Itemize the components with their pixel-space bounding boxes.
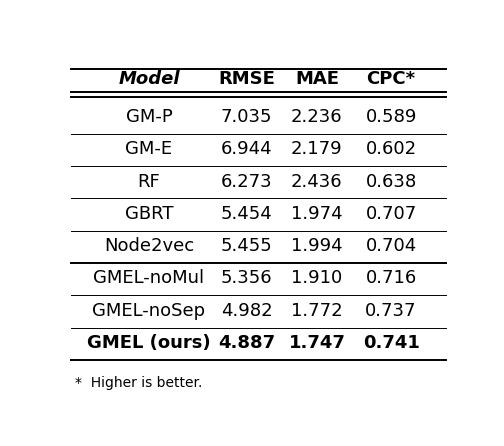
Text: RMSE: RMSE [218,70,275,88]
Text: *  Higher is better.: * Higher is better. [75,376,202,390]
Text: 0.704: 0.704 [365,237,417,255]
Text: 2.236: 2.236 [291,108,343,126]
Text: 6.944: 6.944 [221,140,272,158]
Text: Node2vec: Node2vec [104,237,194,255]
Text: GMEL-noSep: GMEL-noSep [92,302,206,320]
Text: 1.772: 1.772 [291,302,343,320]
Text: GMEL-noMul: GMEL-noMul [93,269,205,288]
Text: 2.179: 2.179 [291,140,343,158]
Text: 4.887: 4.887 [218,334,275,352]
Text: CPC*: CPC* [366,70,416,88]
Text: 7.035: 7.035 [221,108,272,126]
Text: 1.994: 1.994 [291,237,343,255]
Text: 0.589: 0.589 [365,108,417,126]
Text: 1.974: 1.974 [291,205,343,223]
Text: 0.737: 0.737 [365,302,417,320]
Text: 5.356: 5.356 [221,269,272,288]
Text: 1.747: 1.747 [288,334,345,352]
Text: 0.741: 0.741 [363,334,419,352]
Text: 2.436: 2.436 [291,173,343,190]
Text: GMEL (ours): GMEL (ours) [87,334,211,352]
Text: GM-E: GM-E [125,140,172,158]
Text: MAE: MAE [295,70,339,88]
Text: 0.638: 0.638 [365,173,417,190]
Text: GBRT: GBRT [124,205,173,223]
Text: Model: Model [118,70,180,88]
Text: 5.454: 5.454 [221,205,273,223]
Text: RF: RF [138,173,160,190]
Text: 0.716: 0.716 [365,269,417,288]
Text: 4.982: 4.982 [221,302,272,320]
Text: 0.707: 0.707 [365,205,417,223]
Text: 1.910: 1.910 [291,269,343,288]
Text: GM-P: GM-P [125,108,172,126]
Text: 6.273: 6.273 [221,173,272,190]
Text: 0.602: 0.602 [365,140,417,158]
Text: 5.455: 5.455 [221,237,273,255]
